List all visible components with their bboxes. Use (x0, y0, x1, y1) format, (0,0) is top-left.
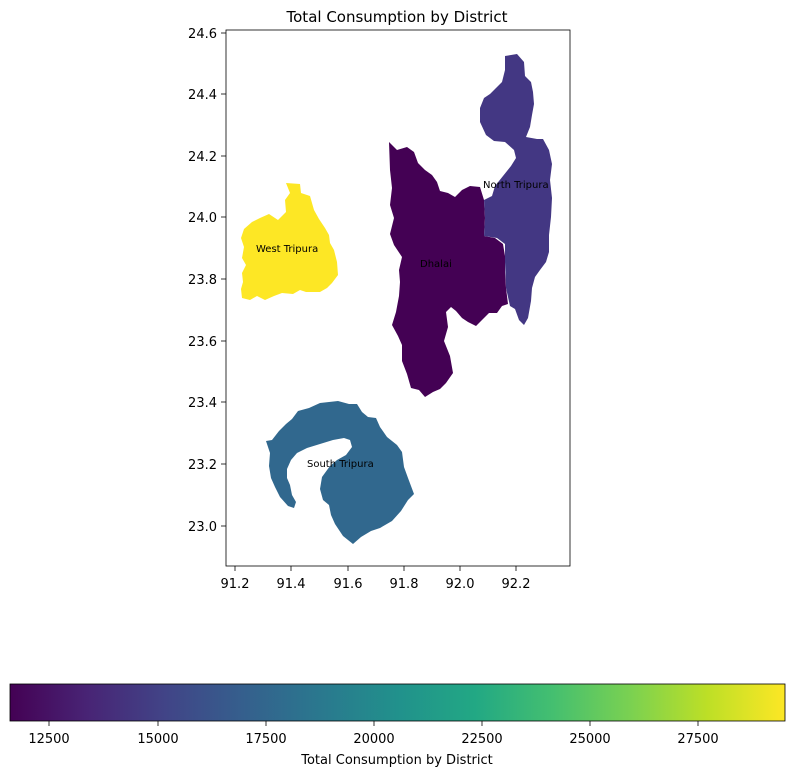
y-tick-label: 23.0 (188, 520, 217, 535)
district-label-dhalai: Dhalai (420, 259, 452, 270)
district-label-west-tripura: West Tripura (256, 244, 318, 255)
district-south-tripura[interactable] (266, 401, 414, 544)
axes-frame (225, 29, 571, 567)
colorbar-tick-label: 25000 (569, 732, 610, 747)
colorbar-tick-label: 22500 (461, 732, 502, 747)
y-tick-label: 23.2 (188, 458, 217, 473)
colorbar-label: Total Consumption by District (300, 753, 493, 768)
y-axis: 23.0 23.2 23.4 23.6 23.8 24.0 24.2 24.4 … (188, 27, 226, 535)
colorbar-tick-label: 20000 (353, 732, 394, 747)
colorbar-tick-label: 27500 (677, 732, 718, 747)
y-tick-label: 24.6 (188, 27, 217, 42)
district-label-north-tripura: North Tripura (483, 180, 549, 191)
district-labels: West Tripura Dhalai North Tripura South … (256, 180, 549, 470)
x-tick-label: 91.8 (390, 577, 419, 592)
y-tick-label: 23.4 (188, 396, 217, 411)
y-tick-label: 24.0 (188, 211, 217, 226)
colorbar-tick-label: 15000 (137, 732, 178, 747)
x-tick-label: 92.0 (446, 577, 475, 592)
district-west-tripura[interactable] (241, 183, 338, 300)
x-tick-label: 91.6 (334, 577, 363, 592)
chart-title: Total Consumption by District (286, 8, 508, 26)
colorbar-tick-label: 17500 (245, 732, 286, 747)
y-tick-label: 23.8 (188, 273, 217, 288)
district-label-south-tripura: South Tripura (307, 459, 374, 470)
colorbar: 12500 15000 17500 20000 22500 25000 2750… (9, 683, 786, 768)
colorbar-gradient (9, 683, 786, 722)
x-axis: 91.2 91.4 91.6 91.8 92.0 92.2 (221, 566, 531, 592)
y-tick-label: 24.2 (188, 150, 217, 165)
district-shapes (241, 54, 552, 544)
colorbar-tick-label: 12500 (28, 732, 69, 747)
y-tick-label: 24.4 (188, 88, 217, 103)
district-dhalai[interactable] (389, 142, 508, 397)
x-tick-label: 92.2 (502, 577, 531, 592)
x-tick-label: 91.4 (277, 577, 306, 592)
y-tick-label: 23.6 (188, 335, 217, 350)
district-north-tripura[interactable] (480, 54, 552, 325)
x-tick-label: 91.2 (221, 577, 250, 592)
